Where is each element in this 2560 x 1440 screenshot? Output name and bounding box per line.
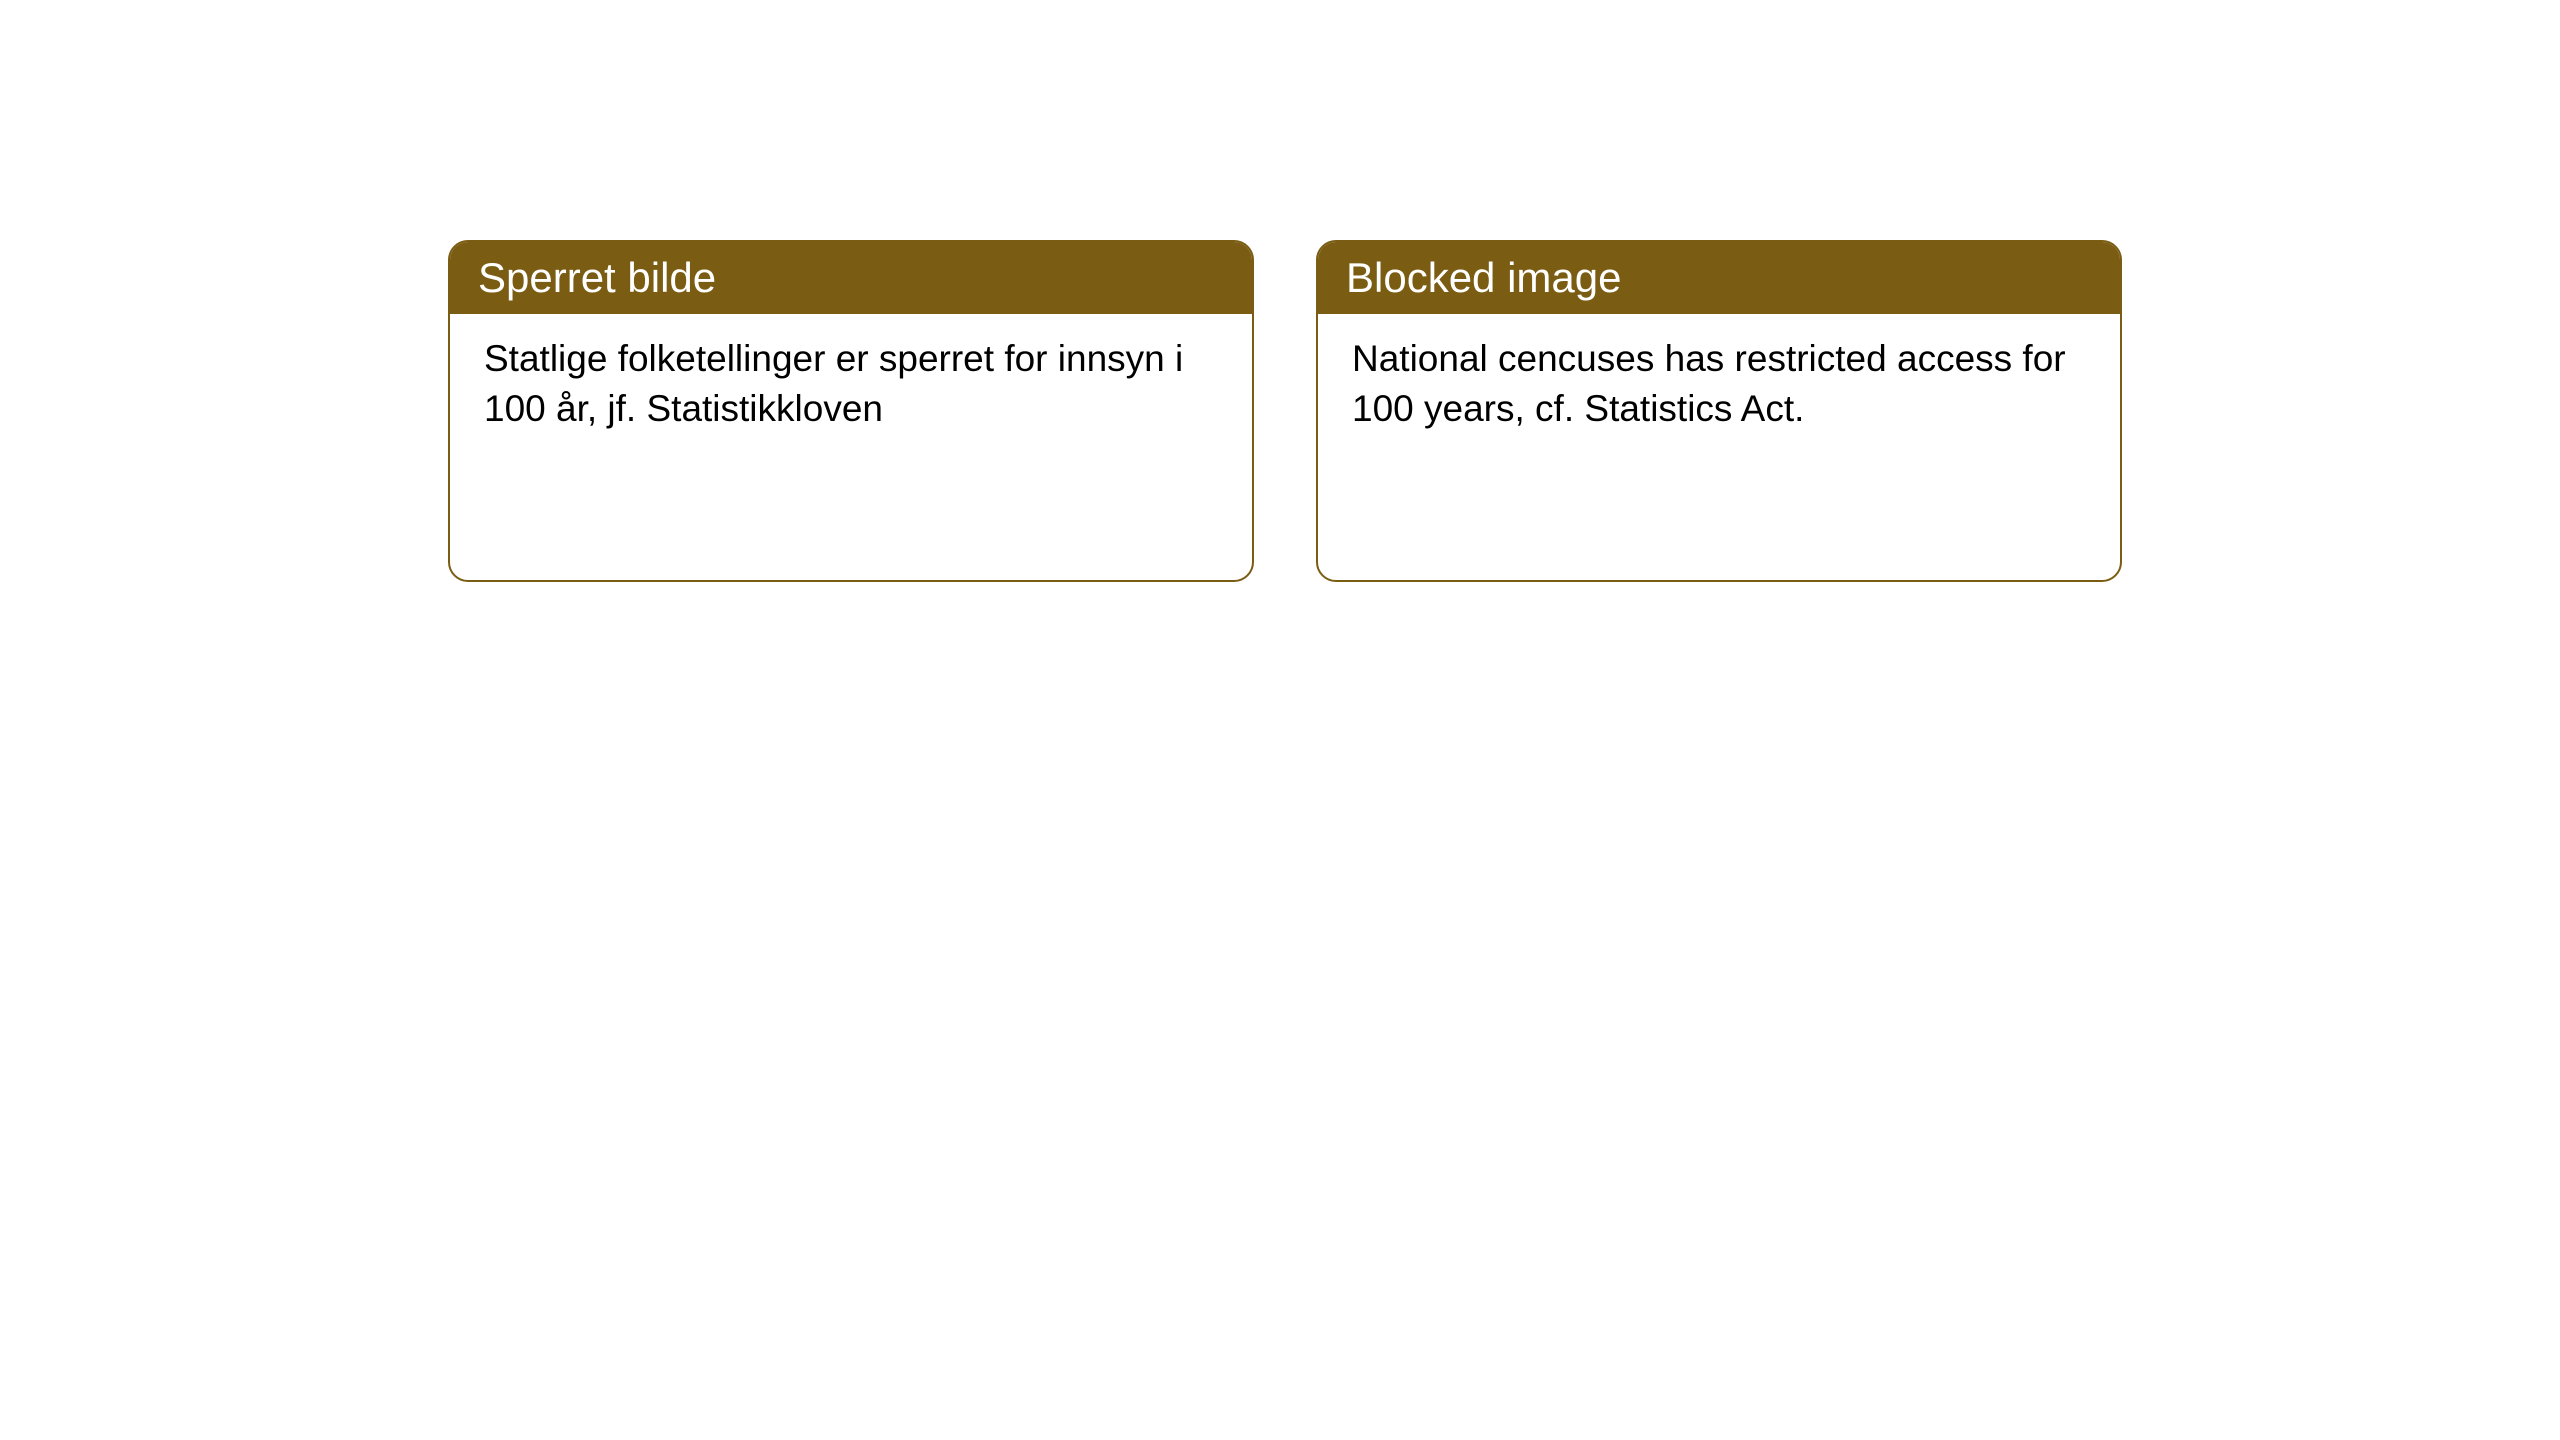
notice-header: Blocked image (1318, 242, 2120, 314)
notice-container: Sperret bilde Statlige folketellinger er… (448, 240, 2122, 582)
notice-body: National cencuses has restricted access … (1318, 314, 2120, 454)
notice-card-norwegian: Sperret bilde Statlige folketellinger er… (448, 240, 1254, 582)
notice-header: Sperret bilde (450, 242, 1252, 314)
notice-body: Statlige folketellinger er sperret for i… (450, 314, 1252, 454)
notice-card-english: Blocked image National cencuses has rest… (1316, 240, 2122, 582)
